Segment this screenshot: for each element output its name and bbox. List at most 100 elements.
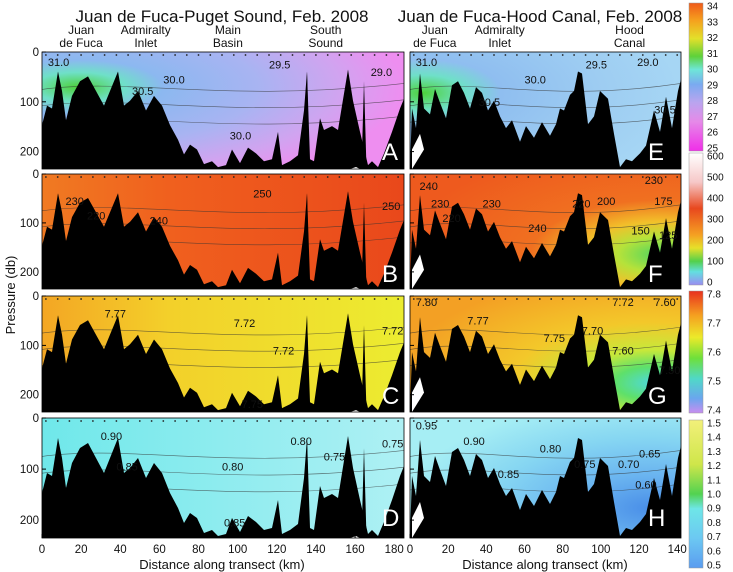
station-dot xyxy=(412,298,415,300)
station-dot xyxy=(527,420,530,422)
station-dot xyxy=(150,176,153,178)
sill-spike xyxy=(575,193,581,289)
colorbar-4: 1.5 1.4 1.3 1.2 1.1 1.0 0.9 0.8 0.7 0.6 0.5 xyxy=(688,419,721,572)
station-dot xyxy=(373,54,376,56)
sill-spike xyxy=(304,193,310,289)
panel-letter-h: H xyxy=(648,505,665,532)
station-dot xyxy=(162,176,165,178)
station-dot xyxy=(516,54,518,56)
contour-label: 0.95 xyxy=(416,421,437,433)
station-dot xyxy=(326,298,329,300)
station-dot xyxy=(174,298,177,300)
station-dot xyxy=(150,420,153,422)
station-dot xyxy=(435,176,438,178)
station-dot xyxy=(504,420,507,422)
station-dot xyxy=(481,176,484,178)
region-label: Inlet xyxy=(134,36,157,50)
station-dot xyxy=(538,298,541,300)
region-label: Hood xyxy=(615,23,644,37)
station-dot xyxy=(493,298,495,300)
station-dot xyxy=(103,298,106,300)
station-dot xyxy=(493,420,495,422)
x-tick-label: 100 xyxy=(591,544,610,556)
contour-label: 250 xyxy=(253,189,271,201)
panel-d-stations xyxy=(45,420,399,422)
sill-spike xyxy=(597,458,603,538)
panel-c-seafloor xyxy=(42,313,404,412)
contour-label: 30.5 xyxy=(479,97,500,109)
station-dot xyxy=(150,54,153,56)
station-dot xyxy=(470,54,472,56)
station-dot xyxy=(338,420,341,422)
station-dot xyxy=(385,54,388,56)
station-dot xyxy=(279,54,282,56)
colorbar-tick: 27 xyxy=(707,112,719,123)
station-dot xyxy=(573,298,575,300)
contour-line xyxy=(410,450,681,459)
contour-label: 7.77 xyxy=(467,316,488,328)
station-dot xyxy=(350,54,353,56)
station-dot xyxy=(447,54,450,56)
sill-spike xyxy=(597,91,603,169)
x-tick-label: 120 xyxy=(629,544,648,556)
contour-label: 30.0 xyxy=(230,131,251,143)
region-label: de Fuca xyxy=(59,36,103,50)
station-dot xyxy=(68,420,71,422)
x-tick-label: 60 xyxy=(153,544,166,556)
station-dot xyxy=(115,420,118,422)
sill-spike xyxy=(597,334,603,412)
y-ticks-a: 0 100 200 xyxy=(20,47,46,159)
title-right: Juan de Fuca-Hood Canal, Feb. 2008 xyxy=(398,7,682,26)
station-dot xyxy=(676,298,679,300)
station-dot xyxy=(424,420,427,422)
colorbar-tick: 1.5 xyxy=(707,419,721,430)
station-dot xyxy=(470,298,472,300)
region-label: Main xyxy=(215,23,241,37)
panel-g-stations xyxy=(412,298,679,300)
station-dot xyxy=(362,420,364,422)
station-dot xyxy=(516,298,518,300)
station-dot xyxy=(185,298,188,300)
station-dot xyxy=(197,54,200,56)
contour-label: 30.0 xyxy=(163,74,184,86)
station-dot xyxy=(385,298,388,300)
panel-letter-g: G xyxy=(648,383,667,410)
region-label: Juan xyxy=(422,23,448,37)
station-dot xyxy=(244,298,247,300)
station-dot xyxy=(103,420,106,422)
station-dot xyxy=(232,298,235,300)
colorbar-tick: 0 xyxy=(707,278,713,289)
contour-label: 230 xyxy=(645,175,663,187)
colorbar-tick: 300 xyxy=(707,215,724,226)
panel-b-seafloor xyxy=(42,191,404,289)
station-dot xyxy=(56,420,59,422)
colorbar-tick: 7.4 xyxy=(707,406,721,417)
panel-a-seafloor xyxy=(42,69,404,169)
station-dot xyxy=(435,54,438,56)
x-ticks-left: 0 20 40 60 80 100 120 140 160 180 xyxy=(39,534,404,556)
contour-label: 0.75 xyxy=(324,451,345,463)
sill-spike xyxy=(115,193,121,289)
station-dot xyxy=(45,420,47,422)
contour-label: 29.0 xyxy=(371,67,392,79)
station-dot xyxy=(538,54,541,56)
contour-label: 0.80 xyxy=(291,436,312,448)
contour-label: 30.5 xyxy=(654,104,675,116)
panel-e-seafloor xyxy=(410,71,681,169)
x-tick-label: 160 xyxy=(346,544,365,556)
station-dot xyxy=(209,420,212,422)
station-dot xyxy=(103,176,106,178)
colorbar-1: 34 33 32 31 30 29 28 27 26 25 xyxy=(688,2,719,155)
panel-c-frame xyxy=(41,295,405,413)
station-dot xyxy=(197,420,200,422)
station-dot xyxy=(174,54,177,56)
sill-spike xyxy=(651,231,657,289)
panel-a-frame xyxy=(41,51,405,170)
region-label: de Fuca xyxy=(413,36,457,50)
contour-label: 150 xyxy=(631,225,649,237)
data-gap xyxy=(350,410,360,412)
station-dot xyxy=(92,176,94,178)
sill-spike xyxy=(575,71,581,169)
x-tick-label: 20 xyxy=(442,544,455,556)
station-dot xyxy=(538,420,541,422)
